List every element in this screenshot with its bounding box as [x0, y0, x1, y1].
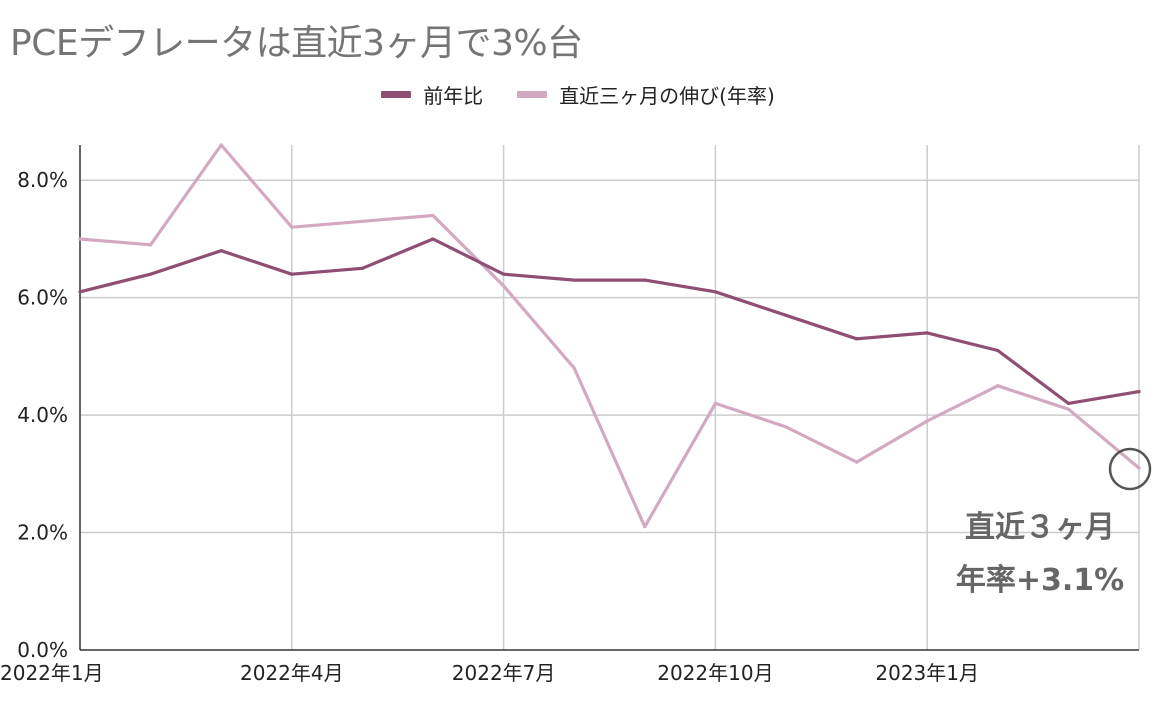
annotation-line2: 年率+3.1% [956, 563, 1124, 598]
data-point-s0-11 [855, 337, 859, 341]
data-point-s1-0 [78, 237, 82, 241]
data-point-s1-5 [431, 213, 435, 218]
data-point-s1-10 [784, 425, 788, 429]
data-point-s0-10 [784, 313, 788, 317]
annotation-line1: 直近３ヶ月 [965, 510, 1115, 545]
data-point-s1-12 [925, 419, 929, 423]
data-point-s0-0 [78, 290, 82, 294]
series-line-1 [78, 143, 1141, 529]
data-point-s1-4 [360, 219, 364, 223]
x-tick-label: 2022年7月 [452, 661, 556, 685]
data-point-s0-15 [1137, 390, 1141, 394]
data-point-s1-11 [855, 460, 859, 464]
legend-swatch-yoy [381, 91, 412, 98]
x-tick-label: 2022年4月 [240, 661, 344, 685]
data-point-s1-15 [1137, 466, 1141, 470]
data-point-s0-6 [502, 272, 506, 276]
data-point-s0-1 [149, 272, 153, 276]
data-point-s1-9 [713, 401, 718, 405]
data-point-s0-7 [572, 278, 576, 282]
data-point-s0-12 [925, 331, 929, 335]
legend: 前年比 直近三ヶ月の伸び(年率) [0, 80, 1156, 109]
data-point-s1-6 [502, 284, 506, 288]
legend-swatch-3m-annualized [517, 91, 548, 98]
data-point-s0-8 [643, 278, 647, 282]
legend-item-yoy[interactable]: 前年比 [381, 80, 483, 109]
data-point-s1-14 [1066, 407, 1070, 411]
data-point-s1-7 [572, 366, 576, 370]
annotation-circle [1108, 447, 1152, 491]
legend-label-3m-annualized: 直近三ヶ月の伸び(年率) [559, 84, 775, 108]
chart-title: PCEデフレータは直近3ヶ月で3%台 [10, 23, 583, 64]
data-point-s1-13 [996, 384, 1000, 388]
data-point-s0-13 [996, 348, 1000, 353]
y-tick-label: 6.0% [17, 286, 68, 310]
y-tick-label: 4.0% [17, 403, 68, 427]
data-point-s0-3 [290, 272, 294, 276]
series-line-0 [78, 237, 1141, 405]
data-point-s1-2 [219, 143, 223, 147]
data-point-s1-3 [290, 225, 294, 229]
x-tick-label: 2022年10月 [657, 661, 773, 685]
y-tick-label: 0.0% [17, 638, 68, 662]
data-point-s1-8 [643, 525, 647, 529]
legend-item-3m-annualized[interactable]: 直近三ヶ月の伸び(年率) [517, 80, 775, 109]
data-point-s0-9 [713, 290, 718, 294]
data-point-s0-14 [1066, 401, 1070, 405]
x-tick-label: 2023年1月 [875, 661, 979, 685]
data-point-s0-5 [431, 237, 435, 241]
legend-label-yoy: 前年比 [423, 84, 484, 108]
data-point-s1-1 [149, 243, 153, 247]
data-point-s0-2 [219, 249, 223, 253]
x-tick-label: 2022年1月 [0, 661, 104, 685]
y-tick-label: 8.0% [17, 168, 68, 192]
data-point-s0-4 [360, 266, 364, 270]
y-tick-label: 2.0% [17, 521, 68, 545]
